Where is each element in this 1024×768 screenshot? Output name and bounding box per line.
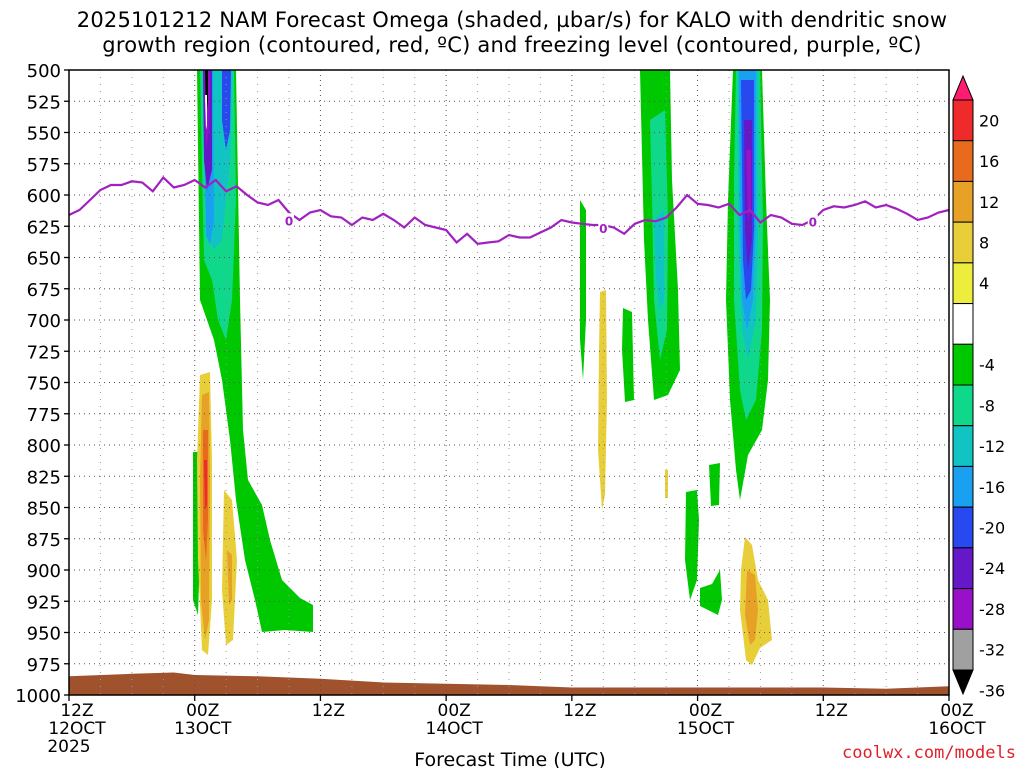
colorbar-label: 8 [979,234,989,253]
y-tick-label: 975 [27,655,61,676]
omega-area [227,550,232,605]
colorbar-label: -24 [979,559,1005,578]
y-tick-label: 925 [27,592,61,613]
omega-area [204,460,207,510]
colorbar-box [952,99,974,142]
y-tick-label: 850 [27,499,61,520]
x-tick-label: 12Z [815,701,848,721]
contour-label-bg [807,214,818,229]
y-tick-label: 675 [27,280,61,301]
y-tick-label: 875 [27,530,61,551]
x-tick-label: 00Z [186,701,219,721]
x-tick-date-label: 13OCT [174,719,232,739]
x-tick-date-label: 12OCT [48,719,106,739]
colorbar-label: -12 [979,437,1005,456]
omega-colorbar: 20 16 12 8 4 -4 -8 -12 -16 -20 -24 -28 -32 -36 [952,74,1005,700]
y-tick-label: 525 [27,92,61,113]
y-tick-label: 575 [27,155,61,176]
omega-area [700,570,722,615]
omega-area [685,490,699,600]
colorbar-box [952,506,974,549]
y-tick-label: 550 [27,124,61,145]
y-tick-label: 950 [27,624,61,645]
colorbar-label: -32 [979,641,1005,660]
colorbar-label: 4 [979,274,989,293]
colorbar-box [952,343,974,386]
omega-area [746,150,751,220]
contour-label-bg [284,213,294,228]
x-tick-date-label: 16OCT [928,719,986,739]
contour-label-bg [598,220,609,235]
x-tick-label: 00Z [940,701,973,721]
y-tick-label: 725 [27,342,61,363]
x-tick-date-label: 15OCT [677,719,735,739]
colorbar-top-arrow [952,74,974,101]
y-tick-label: 750 [27,374,61,395]
x-axis-title: Forecast Time (UTC) [414,749,605,768]
plot-frame [68,69,950,696]
x-tick-date-label: 14OCT [426,719,484,739]
y-tick-label: 900 [27,561,61,582]
y-tick-label: 500 [27,61,61,82]
omega-area [598,290,607,510]
omega-area [205,95,207,130]
freezing-level-label: 0 [285,214,293,228]
colorbar-label: -4 [979,356,995,375]
colorbar-label: -28 [979,600,1005,619]
y-tick-label: 800 [27,436,61,457]
colorbar-box [952,180,974,223]
x-tick-label: 12Z [312,701,345,721]
freezing-level-label: 0 [809,216,817,230]
y-tick-label: 1000 [15,686,61,707]
colorbar-box [952,384,974,427]
y-tick-label: 625 [27,217,61,238]
omega-area [654,210,664,310]
freezing-level-line [68,175,950,245]
omega-shading [193,70,772,665]
x-tick-year-label: 2025 [47,737,90,757]
y-tick-label: 775 [27,405,61,426]
colorbar-label: 16 [979,152,999,171]
colorbar-box [952,547,974,590]
y-tick-label: 650 [27,249,61,270]
chart-title-line-2: growth region (contoured, red, ºC) and f… [102,33,922,57]
y-tick-label: 700 [27,311,61,332]
y-tick-label: 825 [27,467,61,488]
omega-area [709,463,720,506]
colorbar-box [952,221,974,264]
colorbar-box [952,425,974,467]
x-tick-label: 12Z [563,701,596,721]
omega-area [622,308,634,402]
omega-area [222,70,231,150]
colorbar-box [952,465,974,508]
x-tick-label: 12Z [60,701,93,721]
x-tick-label: 00Z [438,701,471,721]
freezing-level-label: 0 [599,222,607,236]
x-tick-label: 00Z [689,701,722,721]
y-tick-label: 600 [27,186,61,207]
chart-title-line-1: 2025101212 NAM Forecast Omega (shaded, µ… [76,8,948,32]
colorbar-box [952,628,974,671]
credit-text: coolwx.com/models [842,743,1016,763]
colorbar-label: -16 [979,478,1005,497]
colorbar-label: 20 [979,111,999,130]
colorbar-label: -20 [979,519,1005,538]
terrain-underground [69,672,949,695]
colorbar-label: 12 [979,193,999,212]
colorbar-label: -8 [979,396,995,415]
pressure-axis: 500 525 550 575 600 625 650 675 700 725 750 775 800 8… [15,61,69,707]
terrain-fill [69,672,949,695]
colorbar-box [952,262,974,305]
colorbar-label: -36 [979,681,1005,700]
colorbar-box [952,140,974,182]
omega-area [745,570,758,645]
colorbar-box [952,303,974,345]
omega-area [580,200,586,380]
freezing-level-contour: 0 0 0 [68,175,950,245]
colorbar-bottom-arrow [952,669,974,696]
colorbar-box [952,588,974,630]
